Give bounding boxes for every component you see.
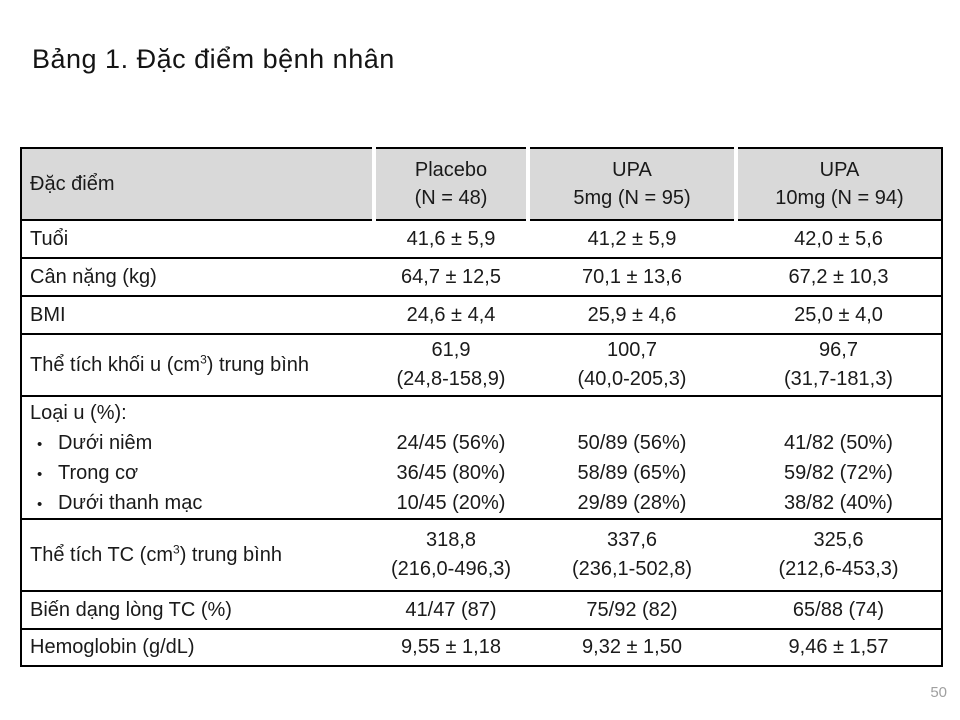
bullet-item: • Dưới thanh mạc [30,488,374,518]
header-upa5-line2: 5mg (N = 95) [573,187,691,209]
row-label: Biến dạng lòng TC (%) [30,598,232,621]
cell-value: 24/45 (56%) 36/45 (80%) 10/45 (20%) [396,431,506,514]
table-row-age: Tuổi 41,6 ± 5,9 41,2 ± 5,9 42,0 ± 5,6 [21,220,942,258]
cell-value: 25,0 ± 4,0 [794,303,883,326]
header-feature: Đặc điểm [21,148,374,220]
cell-value: 41/82 (50%) 59/82 (72%) 38/82 (40%) [784,431,893,514]
page-number: 50 [930,684,947,701]
header-upa10-line1: UPA [819,158,860,181]
cell-value: 75/92 (82) [586,598,678,621]
table-row-uterus-volume: Thể tích TC (cm3) trung bình 318,8 (216,0… [21,519,942,591]
bullet-icon: • [37,495,43,513]
header-upa5: UPA 5mg (N = 95) [526,148,736,220]
table-row-hemoglobin: Hemoglobin (g/dL) 9,55 ± 1,18 9,32 ± 1,5… [21,629,942,666]
cell-value: 337,6 (236,1-502,8) [571,529,693,580]
row-label: Cân nặng (kg) [30,265,157,288]
cell-value: 41/47 (87) [405,598,497,621]
bullet-item: • Trong cơ [30,458,374,488]
cell-value: 41,6 ± 5,9 [406,227,496,250]
row-label: Loại u (%): • Dưới niêm • Trong cơ • Dưới t… [21,396,374,519]
cell-value: 70,1 ± 13,6 [582,265,682,288]
cell-value: 61,9 (24,8-158,9) [396,339,506,390]
row-label: Thể tích TC (cm3) trung bình [30,541,282,566]
header-placebo: Placebo (N = 48) [372,148,528,220]
bullet-icon: • [37,465,43,483]
cell-value: 25,9 ± 4,6 [587,303,677,326]
table-row-uterus-distortion: Biến dạng lòng TC (%) 41/47 (87) 75/92 (… [21,591,942,629]
cell-value: 9,32 ± 1,50 [582,636,682,658]
cell-value: 67,2 ± 10,3 [788,265,889,288]
row-label: Tuổi [30,227,69,250]
bullet-icon: • [37,435,43,453]
bullet-item: • Dưới niêm [30,428,374,458]
cell-value: 41,2 ± 5,9 [587,227,677,250]
row-label: Thể tích khối u (cm3) trung bình [30,351,310,376]
cell-value: 9,55 ± 1,18 [401,636,501,658]
group-label: Loại u (%): [30,401,127,424]
slide-title: Bảng 1. Đặc điểm bệnh nhân [32,44,395,74]
cell-value: 9,46 ± 1,57 [788,636,889,658]
cell-value: 24,6 ± 4,4 [406,303,496,326]
cell-value: 42,0 ± 5,6 [794,227,883,250]
header-placebo-line1: Placebo [414,158,488,181]
table-row-tumor-type: Loại u (%): • Dưới niêm • Trong cơ • Dưới t… [21,396,942,519]
cell-value: 50/89 (56%) 58/89 (65%) 29/89 (28%) [577,431,687,514]
superscript: 3 [200,351,207,366]
cell-value: 65/88 (74) [792,598,885,621]
header-upa5-line1: UPA [612,158,652,181]
cell-value: 100,7 (40,0-205,3) [577,339,687,390]
header-placebo-line2: (N = 48) [414,187,488,209]
cell-value: 96,7 (31,7-181,3) [784,339,893,390]
cell-value: 318,8 (216,0-496,3) [390,529,512,580]
row-label: BMI [30,303,66,326]
table-row-tumor-volume: Thể tích khối u (cm3) trung bình 61,9 (24… [21,334,942,396]
table-header: Đặc điểm Placebo (N = 48) UPA 5mg (N = 9… [21,148,942,220]
table-row-weight: Cân nặng (kg) 64,7 ± 12,5 70,1 ± 13,6 67… [21,258,942,296]
header-upa10: UPA 10mg (N = 94) [734,148,942,220]
table-row-bmi: BMI 24,6 ± 4,4 25,9 ± 4,6 25,0 ± 4,0 [21,296,942,334]
header-upa10-line2: 10mg (N = 94) [775,187,904,209]
row-label: Hemoglobin (g/dL) [30,636,195,658]
cell-value: 325,6 (212,6-453,3) [778,529,899,580]
superscript: 3 [173,541,180,556]
cell-value: 64,7 ± 12,5 [401,265,501,288]
patient-characteristics-table: Đặc điểm Placebo (N = 48) UPA 5mg (N = 9… [20,147,943,667]
